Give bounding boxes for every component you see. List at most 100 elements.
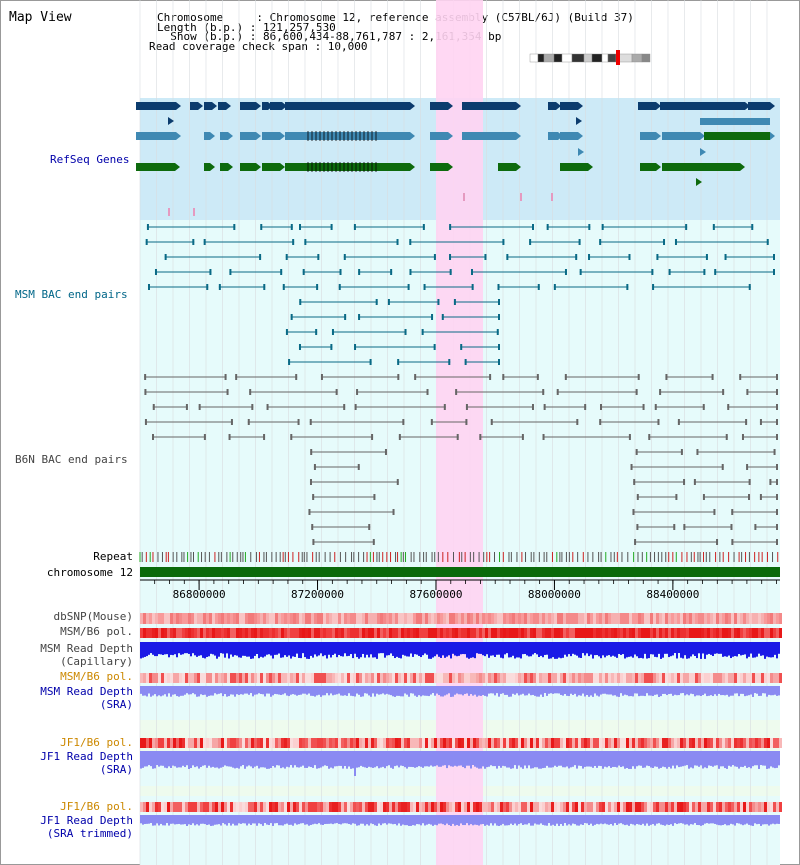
heat-cell (680, 673, 683, 683)
heat-cell (539, 628, 542, 638)
read-depth-bar (748, 751, 750, 768)
heat-cell (590, 802, 593, 812)
read-depth-bar (312, 751, 314, 768)
read-depth-bar (728, 642, 730, 656)
read-depth-bar (362, 686, 364, 697)
heat-cell (155, 613, 158, 624)
read-depth-bar (770, 815, 772, 825)
heat-cell (434, 673, 437, 683)
heat-cell (374, 802, 377, 812)
track-label-msm-bac[interactable]: MSM BAC end pairs (15, 288, 128, 301)
heat-cell (566, 628, 569, 638)
read-depth-bar (354, 815, 356, 824)
read-depth-bar (596, 642, 598, 656)
read-depth-bar (300, 686, 302, 695)
read-depth-bar (466, 686, 468, 694)
read-depth-bar (690, 642, 692, 657)
heat-cell (671, 802, 674, 812)
read-depth-bar (264, 686, 266, 697)
read-depth-bar (670, 686, 672, 694)
read-depth-bar (250, 815, 252, 825)
heat-cell (407, 628, 410, 638)
read-depth-bar (732, 815, 734, 825)
read-depth-bar (414, 642, 416, 655)
read-depth-bar (584, 686, 586, 697)
heat-cell (194, 673, 197, 683)
read-depth-bar (712, 642, 714, 657)
heat-cell (617, 738, 620, 748)
read-depth-bar (376, 642, 378, 659)
read-depth-bar (472, 815, 474, 826)
read-depth-bar (534, 642, 536, 654)
heat-cell (230, 673, 233, 683)
heat-cell (263, 738, 266, 748)
heat-cell (350, 738, 353, 748)
read-depth-bar (224, 815, 226, 825)
read-depth-bar (448, 686, 450, 694)
read-depth-bar (680, 751, 682, 767)
bac-end-left (579, 269, 582, 275)
read-depth-bar (768, 642, 770, 658)
read-depth-bar (260, 642, 262, 657)
read-depth-bar (292, 642, 294, 657)
heat-cell (233, 673, 236, 683)
bac-end-left (144, 374, 147, 380)
read-depth-bar (616, 686, 618, 697)
track-label-refseq-genes[interactable]: RefSeq Genes (50, 153, 130, 166)
read-depth-bar (594, 686, 596, 694)
read-depth-bar (484, 751, 486, 769)
read-depth-bar (690, 815, 692, 825)
heat-cell (689, 613, 692, 624)
heat-cell (161, 613, 164, 624)
heat-cell (299, 613, 302, 624)
heat-cell (479, 802, 482, 812)
heat-cell (548, 802, 551, 812)
read-depth-bar (526, 815, 528, 825)
read-depth-bar (636, 642, 638, 657)
bac-end-right (702, 404, 705, 410)
read-depth-bar (274, 642, 276, 655)
bac-end-right (203, 434, 206, 440)
heat-cell (548, 628, 551, 638)
bac-end-left (465, 404, 468, 410)
heat-cell (635, 613, 638, 624)
read-depth-bar (180, 751, 182, 768)
bac-end-left (668, 269, 671, 275)
refseq-gene (285, 132, 410, 140)
read-depth-bar (160, 815, 162, 824)
read-depth-bar (418, 642, 420, 656)
heat-cell (527, 628, 530, 638)
track-label-b6n-bac[interactable]: B6N BAC end pairs (15, 453, 128, 466)
read-depth-bar (694, 751, 696, 766)
heat-cell (509, 738, 512, 748)
heat-cell (746, 673, 749, 683)
heat-cell (656, 673, 659, 683)
read-depth-bar (318, 686, 320, 695)
read-depth-bar (308, 815, 310, 826)
read-depth-bar (392, 642, 394, 656)
heat-cell (698, 613, 701, 624)
heat-cell (236, 628, 239, 638)
read-depth-bar (308, 642, 310, 659)
read-depth-bar (704, 815, 706, 824)
heat-cell (290, 628, 293, 638)
read-depth-bar (142, 815, 144, 825)
read-depth-bar (590, 686, 592, 696)
read-depth-bar (290, 686, 292, 695)
heat-cell (182, 673, 185, 683)
read-depth-bar (428, 815, 430, 824)
heat-cell (731, 628, 734, 638)
read-depth-bar (218, 751, 220, 769)
heat-cell (326, 613, 329, 624)
heat-cell (266, 628, 269, 638)
read-depth-bar (676, 815, 678, 825)
bac-end-right (725, 434, 728, 440)
read-depth-bar (736, 686, 738, 694)
heat-cell (734, 802, 737, 812)
heat-cell (251, 628, 254, 638)
heat-cell (158, 802, 161, 812)
read-depth-bar (496, 642, 498, 655)
read-depth-bar (626, 751, 628, 769)
heat-cell (416, 628, 419, 638)
